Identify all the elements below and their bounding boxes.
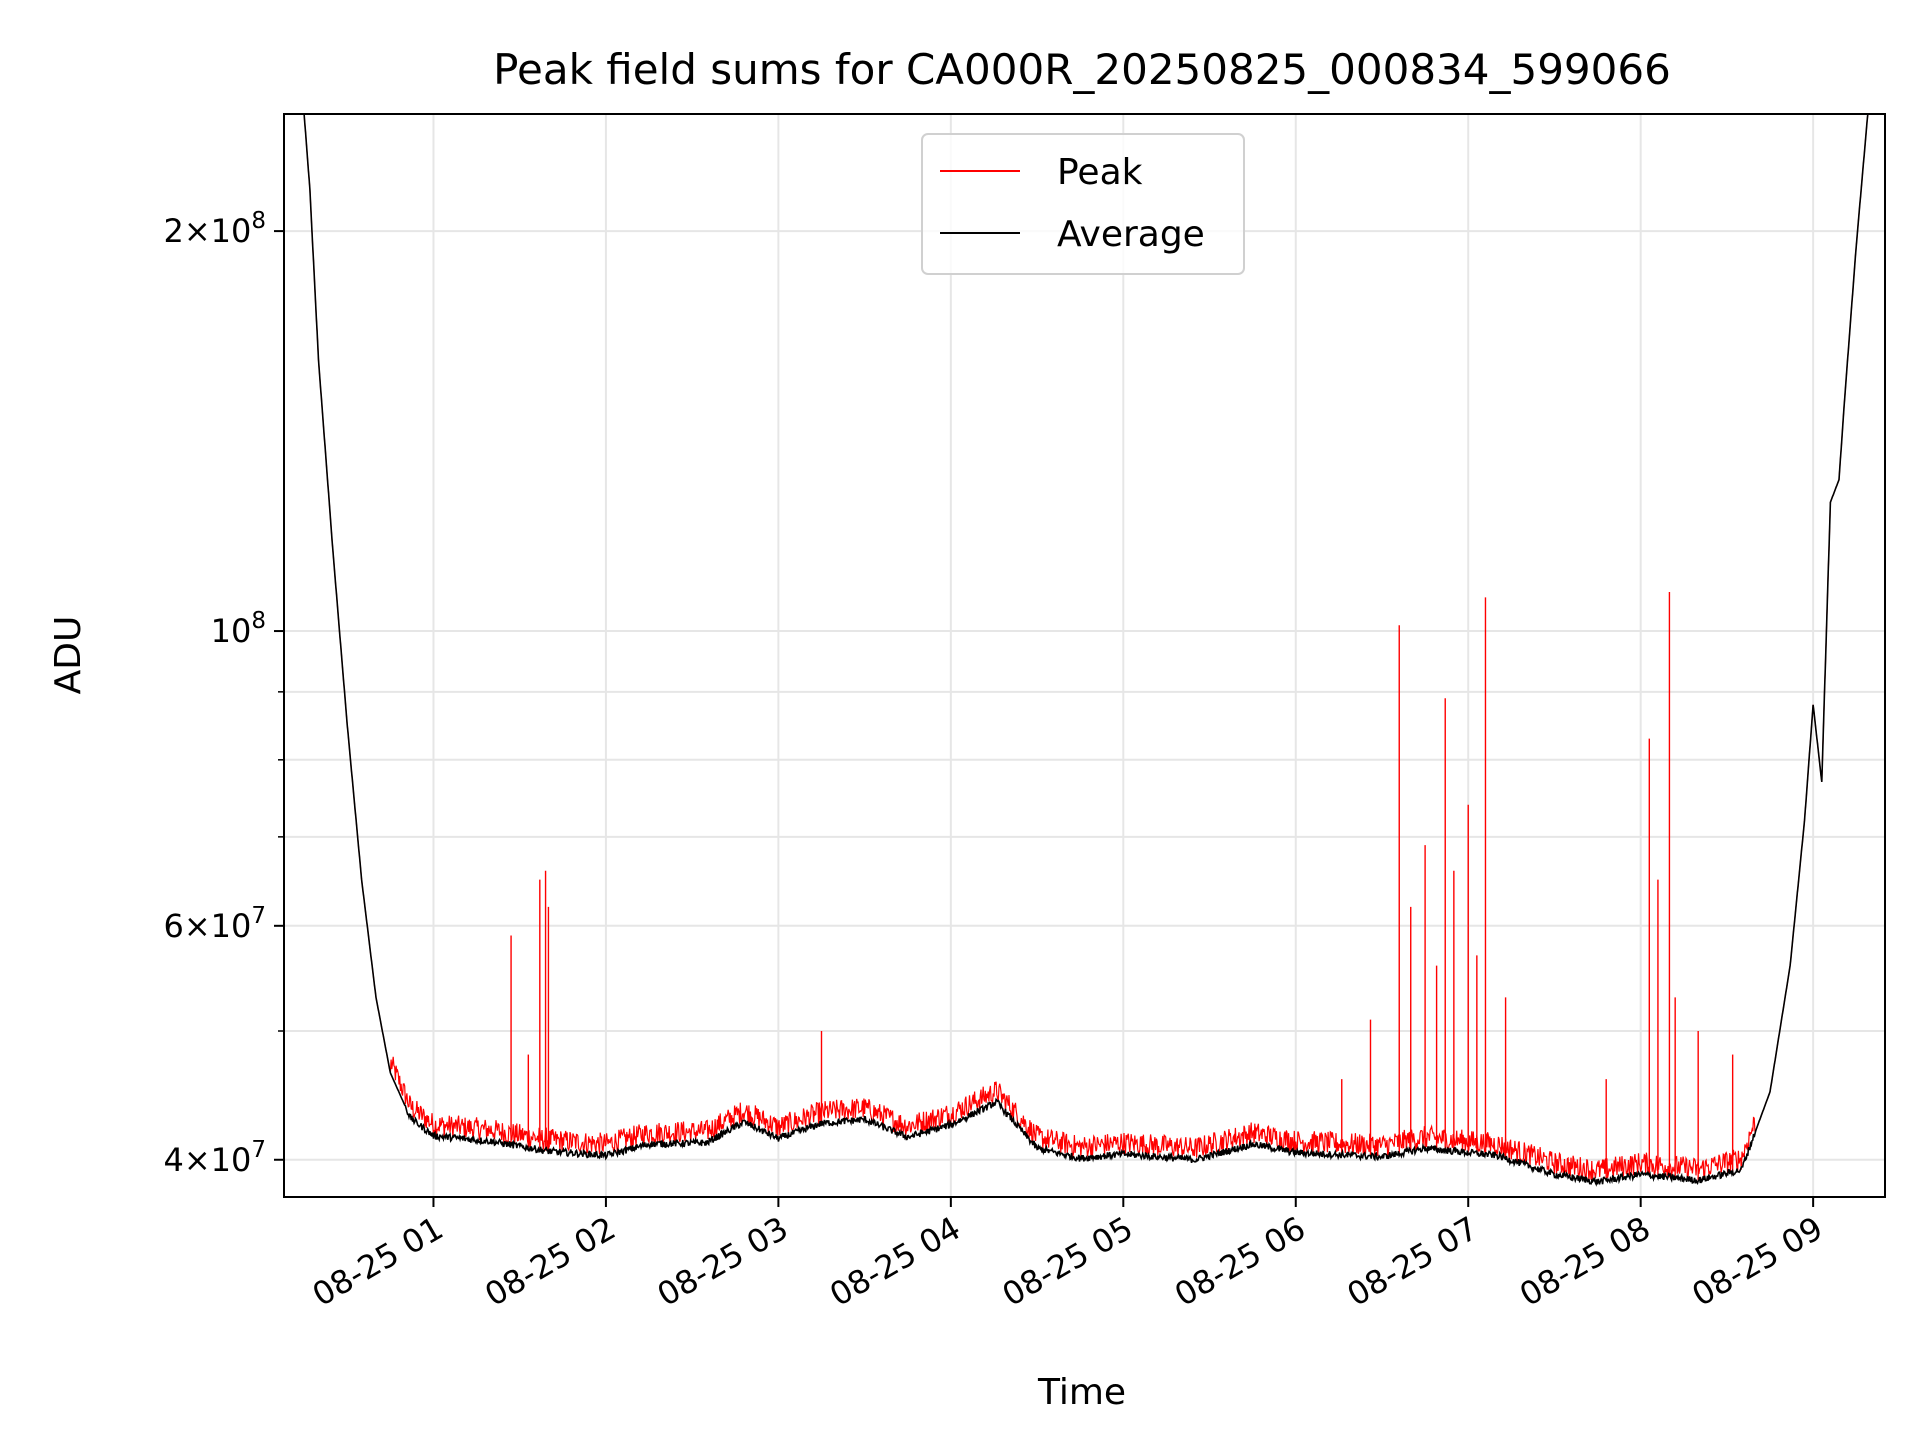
x-tick-label: 08-25 04 <box>823 1209 967 1314</box>
x-tick-label: 08-25 03 <box>651 1209 795 1314</box>
peak-line <box>284 113 1885 1181</box>
x-axis-ticks: 08-25 01 08-25 02 08-25 03 08-25 04 08-25 05… <box>306 1197 1829 1314</box>
chart-title: Peak field sums for CA000R_20250825_0008… <box>493 45 1671 94</box>
y-tick-label: 6×107 <box>163 903 266 945</box>
y-axis-ticks: 4×107 6×107 108 2×108 <box>163 208 284 1179</box>
x-tick-label: 08-25 02 <box>478 1209 622 1314</box>
y-tick-label: 2×108 <box>163 208 266 250</box>
y-axis-label: ADU <box>48 616 89 695</box>
x-tick-label: 08-25 08 <box>1513 1209 1657 1314</box>
y-tick-label: 4×107 <box>163 1137 266 1179</box>
legend: Peak Average <box>921 133 1245 275</box>
legend-peak-label: Peak <box>1057 152 1143 193</box>
series-peak <box>284 113 1885 1181</box>
x-tick-label: 08-25 06 <box>1168 1209 1312 1314</box>
x-tick-label: 08-25 05 <box>996 1209 1140 1314</box>
plot-frame <box>283 113 1886 1198</box>
y-tick-label: 108 <box>211 608 266 650</box>
x-tick-label: 08-25 01 <box>306 1209 450 1314</box>
series-average <box>284 113 1885 1187</box>
x-tick-label: 08-25 07 <box>1341 1209 1485 1314</box>
legend-box <box>921 133 1245 275</box>
average-line <box>284 113 1885 1187</box>
x-axis-label: Time <box>1037 1372 1126 1413</box>
x-tick-label: 08-25 09 <box>1686 1209 1830 1314</box>
grid-lines <box>278 114 1885 1197</box>
legend-average-label: Average <box>1057 214 1205 255</box>
